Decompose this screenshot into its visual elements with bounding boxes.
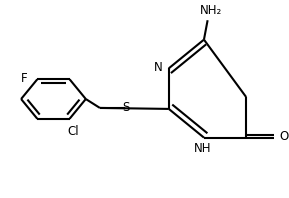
Text: NH: NH [194, 142, 211, 155]
Text: N: N [154, 61, 162, 74]
Text: S: S [123, 101, 130, 114]
Text: O: O [279, 130, 289, 143]
Text: F: F [21, 72, 28, 85]
Text: NH₂: NH₂ [200, 4, 222, 17]
Text: Cl: Cl [67, 125, 79, 138]
